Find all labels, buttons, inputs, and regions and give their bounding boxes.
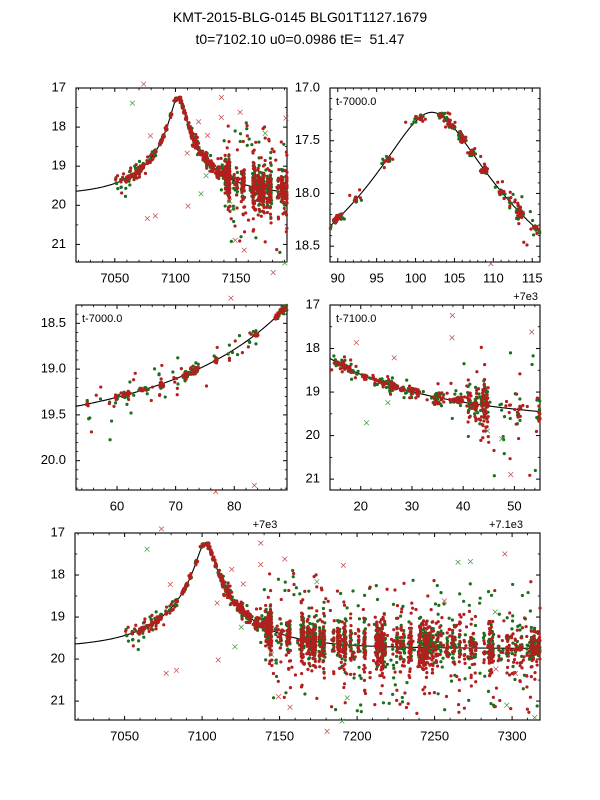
svg-text:19: 19: [306, 383, 320, 398]
svg-text:50: 50: [507, 498, 521, 513]
svg-text:+7e3: +7e3: [513, 291, 538, 303]
svg-text:100: 100: [405, 270, 427, 285]
svg-text:17.0: 17.0: [295, 79, 320, 94]
svg-text:17.5: 17.5: [295, 132, 320, 147]
svg-text:19.0: 19.0: [41, 361, 66, 376]
svg-text:t-7000.0: t-7000.0: [336, 96, 376, 108]
svg-text:18.5: 18.5: [295, 238, 320, 253]
svg-text:t-7000.0: t-7000.0: [82, 313, 122, 325]
svg-text:19.5: 19.5: [41, 406, 66, 421]
svg-text:110: 110: [483, 270, 504, 285]
svg-text:30: 30: [405, 498, 419, 513]
svg-text:20.0: 20.0: [41, 452, 66, 467]
svg-text:21: 21: [52, 236, 66, 251]
svg-text:7050: 7050: [100, 270, 129, 285]
svg-text:18.5: 18.5: [41, 315, 66, 330]
svg-text:7150: 7150: [222, 270, 251, 285]
svg-text:t0=7102.10 u0=0.0986 tE= 51.4: t0=7102.10 u0=0.0986 tE= 51.47: [195, 31, 404, 47]
svg-text:20: 20: [52, 197, 66, 212]
svg-text:19: 19: [52, 158, 66, 173]
svg-text:105: 105: [444, 270, 466, 285]
svg-text:95: 95: [369, 270, 383, 285]
svg-text:90: 90: [331, 270, 345, 285]
svg-text:20: 20: [306, 427, 320, 442]
svg-text:t-7100.0: t-7100.0: [336, 313, 376, 325]
svg-text:20: 20: [353, 498, 367, 513]
svg-text:60: 60: [110, 498, 124, 513]
svg-text:115: 115: [522, 270, 543, 285]
svg-text:KMT-2015-BLG-0145 BLG01T1127.1: KMT-2015-BLG-0145 BLG01T1127.1679: [173, 9, 427, 25]
svg-text:7100: 7100: [161, 270, 190, 285]
svg-text:18: 18: [306, 340, 320, 355]
svg-text:21: 21: [306, 471, 320, 486]
svg-text:40: 40: [456, 498, 470, 513]
svg-text:17: 17: [52, 79, 66, 94]
svg-text:18.0: 18.0: [295, 185, 320, 200]
svg-text:17: 17: [306, 296, 320, 311]
svg-text:70: 70: [168, 498, 182, 513]
svg-text:18: 18: [52, 119, 66, 134]
svg-text:80: 80: [227, 498, 241, 513]
